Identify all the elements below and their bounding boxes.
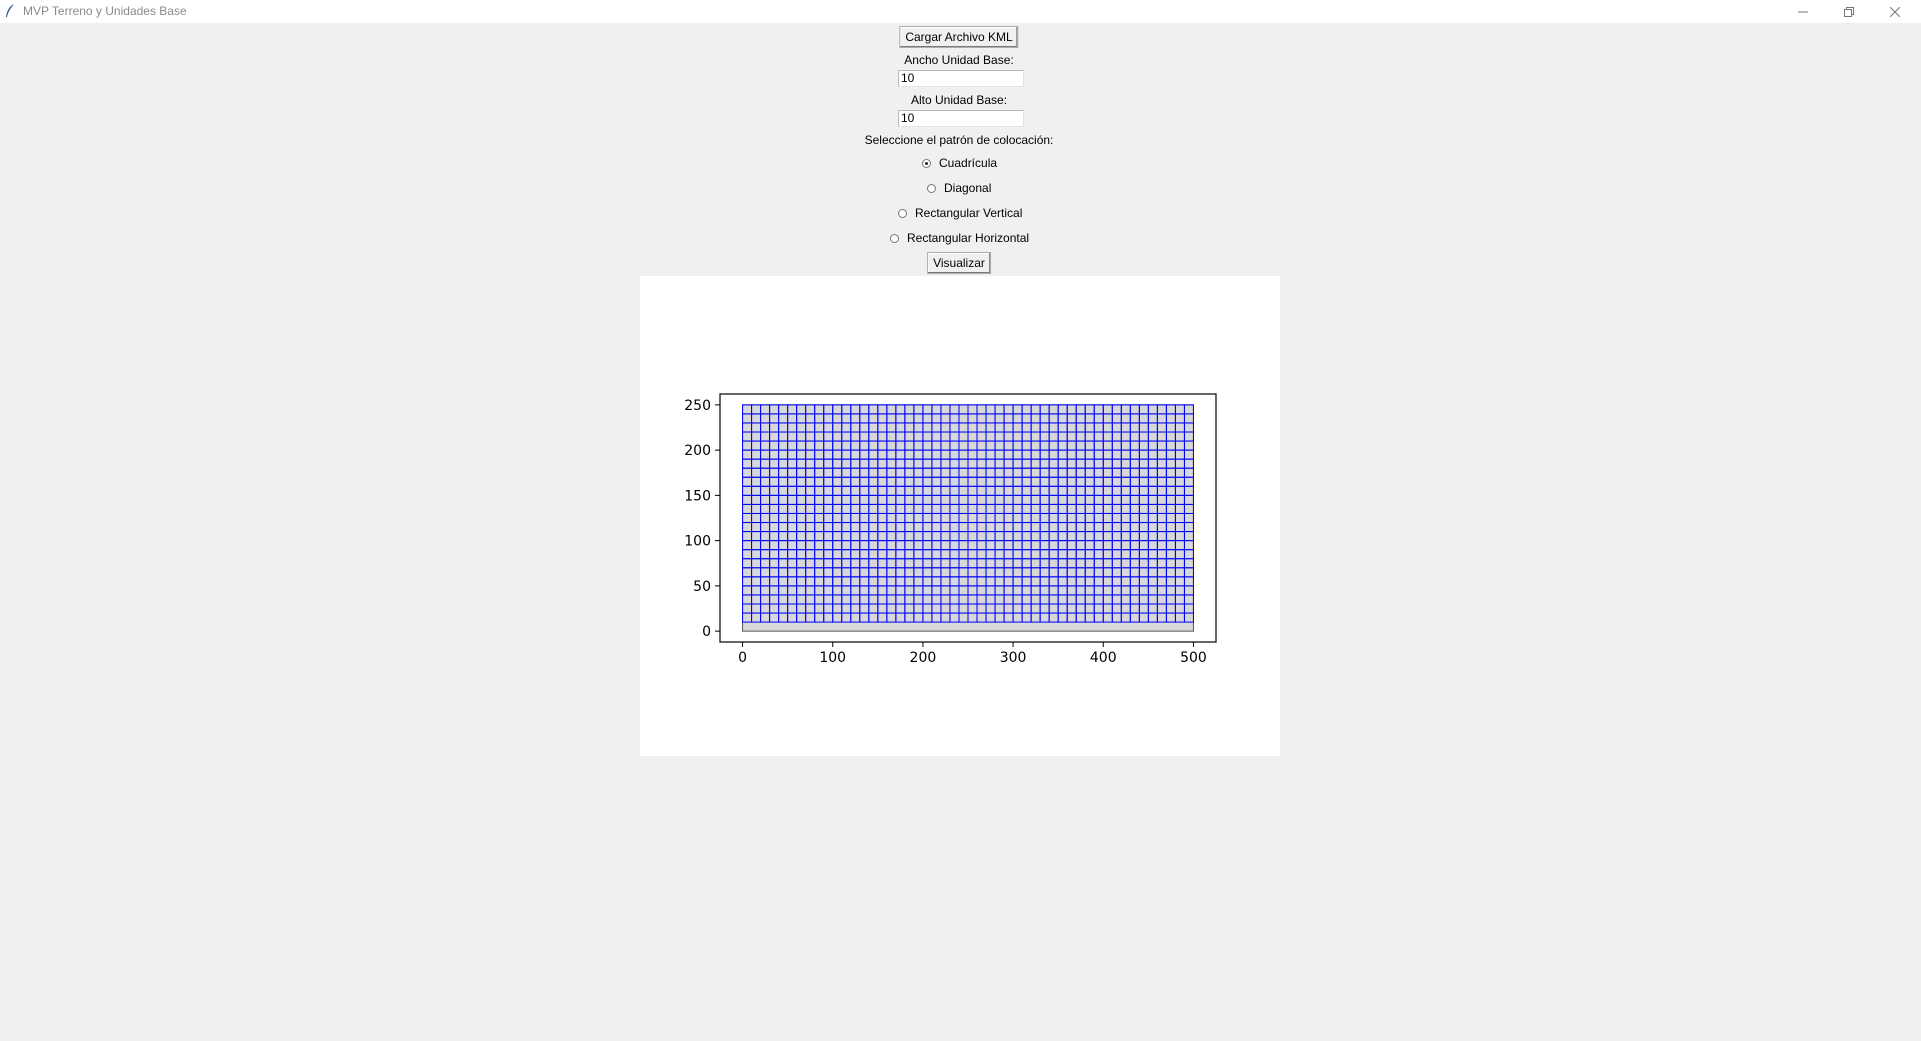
title-bar: MVP Terreno y Unidades Base: [0, 0, 1921, 23]
minimize-icon: [1798, 11, 1808, 12]
x-tick-label: 0: [738, 650, 747, 666]
radio-rectangular-vertical[interactable]: Rectangular Vertical: [898, 206, 1022, 220]
radio-rectangular-horizontal[interactable]: Rectangular Horizontal: [890, 231, 1029, 245]
radio-label: Diagonal: [944, 181, 992, 195]
restore-button[interactable]: [1826, 0, 1872, 23]
feather-icon: [6, 4, 14, 17]
height-input[interactable]: 10: [898, 110, 1024, 127]
restore-icon: [1844, 6, 1854, 17]
y-tick-label: 200: [684, 443, 711, 459]
plot-canvas: 0 100 200 300 400 500 0 50 100 150 200 250: [640, 276, 1280, 756]
width-input[interactable]: 10: [898, 70, 1024, 87]
x-tick-label: 200: [910, 650, 937, 666]
x-tick-label: 300: [1000, 650, 1027, 666]
close-icon: [1890, 6, 1900, 17]
radio-circle-icon[interactable]: [927, 183, 936, 193]
radio-label: Rectangular Horizontal: [907, 231, 1030, 245]
window-title: MVP Terreno y Unidades Base: [23, 4, 187, 18]
radio-cuadricula[interactable]: Cuadrícula: [922, 156, 997, 170]
minimize-button[interactable]: [1780, 0, 1826, 23]
base-unit: [1183, 404, 1194, 415]
radio-circle-icon[interactable]: [890, 233, 899, 243]
x-tick-label: 400: [1090, 650, 1117, 666]
height-label: Alto Unidad Base:: [910, 93, 1008, 107]
pattern-label: Seleccione el patrón de colocación:: [864, 133, 1054, 147]
radio-circle-icon[interactable]: [922, 158, 931, 168]
load-kml-button[interactable]: Cargar Archivo KML: [899, 26, 1019, 48]
axes-frame: [719, 393, 1217, 643]
radio-circle-icon[interactable]: [898, 208, 907, 218]
x-tick-label: 100: [819, 650, 846, 666]
radio-label: Cuadrícula: [939, 156, 998, 170]
visualize-button[interactable]: Visualizar: [927, 252, 991, 274]
y-tick-label: 100: [684, 534, 711, 550]
terrain-plot: 0 100 200 300 400 500 0 50 100 150 200 250: [684, 393, 1217, 666]
radio-diagonal[interactable]: Diagonal: [927, 181, 991, 195]
y-tick-label: 150: [684, 488, 711, 504]
close-button[interactable]: [1872, 0, 1918, 23]
width-label: Ancho Unidad Base:: [904, 53, 1014, 67]
y-tick-label: 50: [693, 579, 711, 595]
y-tick-label: 250: [684, 398, 711, 414]
radio-label: Rectangular Vertical: [915, 206, 1023, 220]
y-tick-label: 0: [702, 624, 711, 640]
x-tick-label: 500: [1180, 650, 1207, 666]
